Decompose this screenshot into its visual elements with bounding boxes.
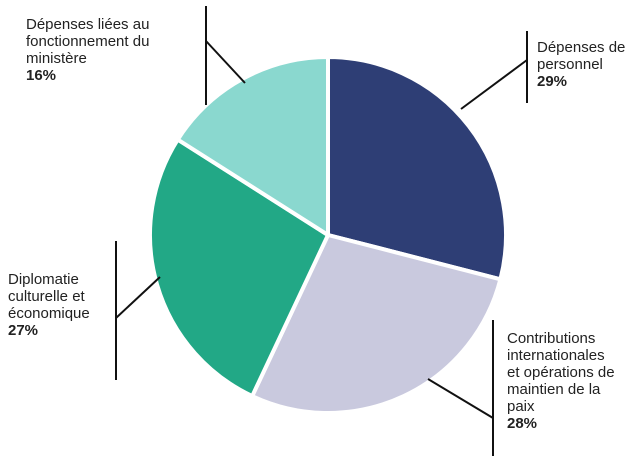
slice-label-diplomatie: Diplomatie culturelle et économique 27%: [8, 271, 110, 339]
slice-percent: 29%: [537, 73, 568, 90]
slice-label-fonctionnement: Dépenses liées au fonctionnement du mini…: [26, 16, 176, 84]
pie-slices: [148, 55, 508, 415]
leader-lines: [115, 6, 528, 456]
slice-label-text: Diplomatie culturelle et économique: [8, 271, 90, 322]
pie-slice-contributions: [250, 233, 503, 415]
slice-label-text: Dépenses liées au fonctionnement du mini…: [26, 16, 150, 67]
pie-slice-diplomatie: [148, 137, 330, 399]
slice-percent: 28%: [507, 415, 538, 432]
slice-label-text: Dépenses de personnel: [537, 39, 626, 73]
slice-label-text: Contributions internationales et opérati…: [507, 330, 615, 415]
leader-line-diplomatie: [115, 276, 161, 319]
slice-label-contributions: Contributions internationales et opérati…: [507, 330, 643, 432]
leader-line-personnel: [460, 59, 528, 110]
pie-slice-personnel: [326, 55, 508, 282]
slice-percent: 27%: [8, 322, 39, 339]
slice-percent: 16%: [26, 67, 57, 84]
leader-line-contributions: [427, 378, 494, 419]
leader-line-fonctionnement: [205, 40, 246, 84]
slice-label-personnel: Dépenses de personnel 29%: [537, 39, 643, 90]
